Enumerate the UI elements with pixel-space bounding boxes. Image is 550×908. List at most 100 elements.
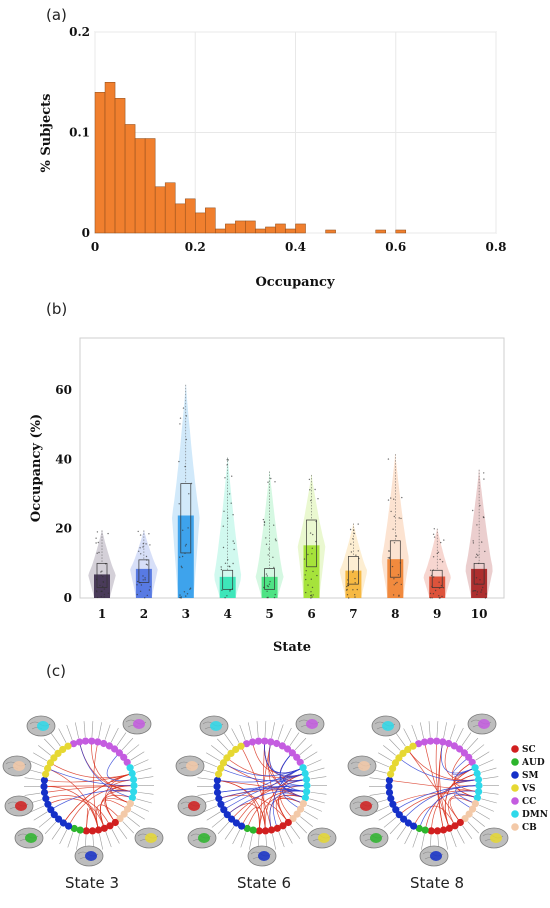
histogram-y-label: % Subjects	[39, 93, 54, 172]
roi-label-mark	[217, 821, 230, 835]
brain-region-highlight	[258, 851, 270, 861]
state-point	[265, 543, 268, 545]
state-point	[227, 459, 229, 461]
roi-label-mark	[197, 777, 214, 781]
network-node	[469, 805, 477, 813]
roi-label-mark	[249, 833, 253, 850]
roi-label-mark	[299, 744, 313, 755]
state-point	[472, 590, 474, 592]
state-point	[222, 546, 225, 549]
legend-label: SC	[522, 745, 536, 755]
state-point	[472, 542, 475, 544]
network-node	[471, 764, 479, 772]
state-point	[310, 594, 313, 596]
state-x-tick: 10	[471, 607, 488, 621]
network-node	[217, 764, 225, 773]
state-point	[263, 586, 265, 589]
state-point	[358, 557, 360, 560]
state-point	[307, 553, 309, 556]
histogram-x-tick: 0.8	[486, 240, 507, 254]
state-point	[441, 595, 443, 598]
state-point	[178, 460, 180, 463]
state-point	[186, 593, 189, 595]
network-node	[42, 770, 50, 778]
network-node	[415, 824, 423, 833]
roi-label-mark	[33, 752, 48, 762]
network-node	[65, 822, 73, 830]
state-point	[480, 591, 482, 593]
network-node	[391, 759, 399, 767]
network-node	[249, 826, 257, 834]
state-point	[388, 550, 390, 552]
roi-label-mark	[74, 722, 79, 739]
histogram-bar	[235, 220, 246, 234]
state-point	[479, 579, 481, 581]
state-point	[144, 577, 146, 579]
state-bar	[303, 545, 320, 598]
state-point	[388, 557, 391, 559]
connection-positive	[241, 806, 266, 831]
network-node	[130, 782, 138, 790]
legend-label: CC	[522, 797, 536, 807]
state-point	[230, 502, 232, 504]
state-point	[100, 574, 102, 576]
state-x-tick: 2	[140, 607, 148, 621]
roi-label-mark	[105, 831, 112, 848]
connection-positive	[424, 773, 478, 831]
network-node	[404, 819, 412, 827]
brain-region-highlight	[360, 801, 372, 811]
connection-positive	[47, 768, 99, 831]
roi-label-mark	[202, 805, 218, 813]
connection-negative	[106, 752, 134, 781]
state-point	[432, 533, 435, 535]
network-node	[59, 819, 67, 827]
state-point	[268, 583, 271, 585]
network-node	[59, 745, 67, 754]
roi-label-mark	[300, 816, 313, 827]
state-point	[97, 541, 100, 544]
state-x-tick: 3	[182, 607, 190, 621]
network-node	[128, 794, 136, 802]
roi-label-mark	[472, 816, 485, 827]
network-node	[445, 824, 453, 832]
state-point	[184, 465, 186, 468]
connection-positive	[45, 795, 111, 826]
roi-label-mark	[284, 829, 293, 844]
network-node	[385, 788, 394, 797]
roi-label-mark	[59, 829, 68, 845]
network-node	[293, 753, 301, 761]
state-point	[146, 559, 148, 561]
roi-label-mark	[374, 760, 390, 768]
state-bar	[135, 568, 152, 598]
network-node	[105, 742, 113, 750]
state-point	[221, 589, 223, 591]
state-point	[429, 569, 432, 571]
state-y-tick: 40	[55, 452, 72, 466]
state-point	[354, 596, 356, 598]
state-box	[389, 540, 401, 578]
state-point	[310, 591, 312, 593]
histogram-bar	[154, 186, 166, 234]
roi-label-mark	[443, 722, 447, 739]
state-point	[352, 538, 354, 540]
state-point	[99, 584, 101, 587]
state-x-tick: 4	[224, 607, 232, 621]
network-node	[213, 776, 221, 784]
histogram-bar	[245, 220, 256, 234]
state-point	[231, 475, 233, 477]
roi-label-mark	[404, 829, 413, 845]
roi-label-mark	[475, 751, 490, 761]
state-point	[190, 482, 193, 485]
network-node	[120, 753, 128, 761]
state-x-tick: 8	[391, 607, 399, 621]
roi-label-mark	[44, 821, 57, 835]
state-x-tick: 9	[433, 607, 441, 621]
state-point	[354, 594, 356, 596]
network-node	[387, 794, 395, 803]
state-point	[347, 579, 349, 581]
state-bar	[219, 576, 236, 598]
network-node	[404, 745, 412, 754]
network-node	[433, 737, 441, 745]
brain-region-highlight	[370, 833, 382, 843]
state-point	[149, 586, 151, 588]
